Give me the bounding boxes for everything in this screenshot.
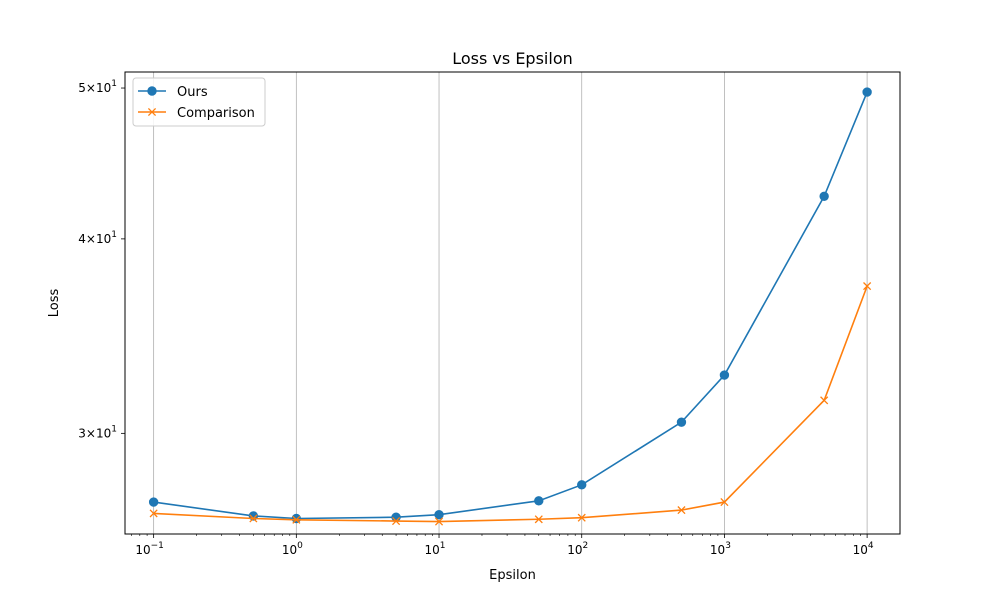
x-tick-label: 101 xyxy=(425,541,446,557)
data-point-ours xyxy=(434,509,444,520)
series-layer xyxy=(148,87,872,526)
x-tick-label: 103 xyxy=(710,541,731,557)
y-axis-label: Loss xyxy=(47,289,62,318)
chart-title: Loss vs Epsilon xyxy=(452,49,573,68)
data-point-ours xyxy=(291,513,302,524)
data-point-ours xyxy=(577,480,587,490)
y-tick-label: 5×101 xyxy=(78,79,117,95)
legend-item-comparison: Comparison xyxy=(138,106,255,121)
data-point-comparison xyxy=(677,506,686,515)
data-point-comparison xyxy=(249,514,258,523)
data-point-ours xyxy=(676,417,687,427)
data-point-ours xyxy=(862,87,872,97)
legend: Ours Comparison xyxy=(132,77,266,127)
legend-box xyxy=(132,77,266,127)
legend-label: Comparison xyxy=(177,106,255,121)
x-ticks: 10−1 100 101 102 103 104 xyxy=(131,534,874,557)
data-point-comparison xyxy=(820,396,829,405)
data-point-ours xyxy=(148,497,159,507)
y-tick-label: 4×101 xyxy=(78,230,117,246)
data-point-comparison xyxy=(720,498,729,507)
x-tick-label: 100 xyxy=(282,541,303,557)
data-point-comparison xyxy=(863,282,872,291)
data-point-comparison xyxy=(292,515,301,524)
data-point-comparison xyxy=(392,516,401,526)
series-comparison xyxy=(149,282,872,526)
data-point-ours xyxy=(819,191,829,202)
data-point-comparison xyxy=(534,515,543,524)
x-axis-label: Epsilon xyxy=(489,568,536,583)
x-tick-label: 104 xyxy=(853,541,874,557)
y-tick-label: 3×101 xyxy=(78,424,117,440)
x-tick-label: 102 xyxy=(567,541,588,557)
data-point-comparison xyxy=(149,509,158,518)
legend-marker xyxy=(147,107,157,117)
data-point-comparison xyxy=(577,513,586,522)
series-line-ours xyxy=(153,91,868,520)
x-tick-label: 10−1 xyxy=(135,541,164,557)
legend-label: Ours xyxy=(177,85,208,100)
y-ticks: 3×101 4×101 5×101 xyxy=(78,79,125,440)
legend-marker xyxy=(147,86,157,96)
data-point-ours xyxy=(719,370,730,380)
series-line-comparison xyxy=(153,285,868,523)
axes-frame xyxy=(124,71,901,535)
series-ours xyxy=(148,87,872,524)
data-point-ours xyxy=(534,496,544,506)
grid-lines xyxy=(153,72,868,534)
legend-item-ours: Ours xyxy=(138,85,208,100)
data-point-comparison xyxy=(434,517,444,526)
